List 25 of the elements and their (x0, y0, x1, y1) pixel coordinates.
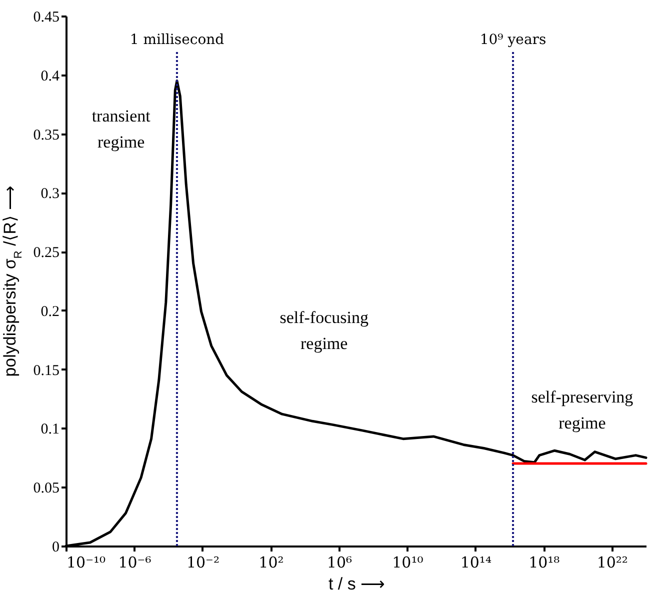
x-tick-label: 10² (258, 554, 284, 572)
y-tick-label: 0.45 (33, 10, 60, 26)
ref-line-label: 1 millisecond (130, 32, 224, 48)
y-tick-label: 0.3 (40, 186, 60, 202)
y-tick-label: 0 (52, 540, 60, 556)
annotation: self-preserving regime (531, 388, 634, 433)
y-tick-label: 0.25 (33, 245, 60, 262)
y-tick-label: 0.2 (40, 304, 60, 320)
x-tick-label: 10¹⁸ (528, 554, 560, 572)
x-tick-label: 10⁻⁶ (118, 554, 152, 572)
x-tick-label: 10²² (596, 554, 628, 572)
x-tick-label: 10¹⁴ (460, 554, 492, 572)
y-tick-label: 0.4 (40, 68, 60, 84)
y-tick-label: 0.35 (33, 127, 60, 144)
x-tick-label: 10⁶ (326, 554, 352, 572)
x-tick-label: 10⁻² (186, 554, 220, 572)
y-tick-label: 0.05 (33, 480, 60, 497)
y-tick-label: 0.15 (33, 362, 60, 379)
ref-line-label: 10⁹ years (480, 32, 546, 48)
annotation: transient regime (92, 106, 151, 152)
x-tick-label: 10¹⁰ (392, 554, 424, 572)
annotation: self-focusing regime (280, 308, 369, 354)
x-tick-label: 10⁻¹⁰ (66, 554, 106, 572)
x-axis-title: t / s ⟶ (328, 574, 385, 594)
y-tick-label: 0.1 (40, 422, 60, 438)
